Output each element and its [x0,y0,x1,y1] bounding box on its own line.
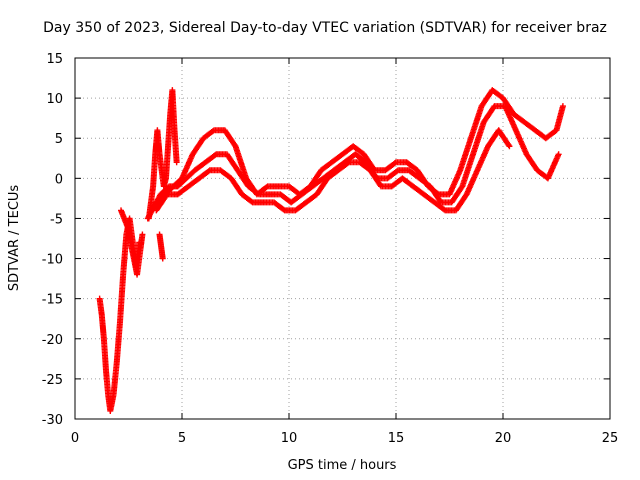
band-1-point [209,128,216,135]
band-2-point [555,151,562,158]
x-tick-label: 0 [71,431,79,446]
band-3-point [505,142,512,149]
y-axis-label: SDTVAR / TECUs [7,185,22,292]
x-tick-label: 10 [281,431,298,446]
x-tick-label: 25 [602,431,619,446]
x-tick-label: 5 [178,431,186,446]
band-3-point [205,168,212,175]
plot-border [74,57,611,420]
band-2-point [393,168,400,175]
band-3-point [506,143,513,150]
band-1-point [263,184,270,191]
y-tick-label: 5 [55,132,63,147]
band-2-point [254,190,261,197]
y-tick-label: -5 [50,212,63,227]
track-c-point [173,159,180,166]
y-tick-label: 15 [46,52,63,67]
band-3-point [248,198,255,205]
track-b-point [139,231,146,238]
y-tick-label: -15 [42,293,63,308]
axis-ticks: 0 5 10 15 20 25 -30 -25 -20 -15 -10 -5 0 5 10 15 [42,52,619,446]
y-tick-label: -30 [42,413,63,428]
band-3-point [344,160,351,167]
y-tick-label: -20 [42,333,63,348]
y-tick-label: 10 [46,92,63,107]
band-3-point [280,206,287,213]
x-axis-label: GPS time / hours [288,458,397,473]
y-tick-label: -10 [42,253,63,268]
chart-title: Day 350 of 2023, Sidereal Day-to-day VTE… [43,20,607,36]
grid [75,58,610,419]
x-tick-label: 15 [388,431,405,446]
y-tick-label: 0 [55,172,63,187]
band-1-point [391,160,398,167]
band-1-point [559,103,566,110]
data-points [96,87,566,414]
track-d-point [159,255,166,262]
band-2-point [212,152,219,159]
band-3-point [441,206,448,213]
y-tick-label: -25 [42,373,63,388]
x-tick-label: 20 [495,431,512,446]
